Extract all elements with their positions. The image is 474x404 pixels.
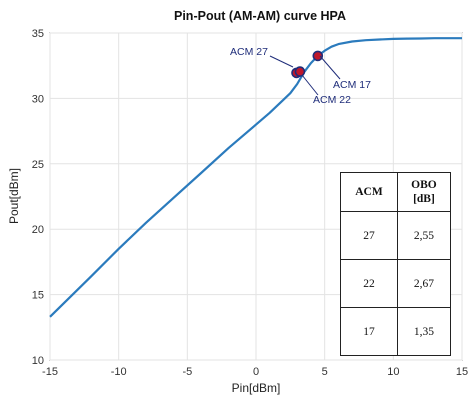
cell-acm: 17: [340, 307, 398, 356]
y-tick-label: 20: [32, 224, 44, 236]
arrow-acm-22: [301, 74, 319, 96]
header-acm: ACM: [340, 172, 398, 212]
header-obo-line1: OBO: [411, 179, 437, 191]
x-tick-label: -10: [111, 366, 127, 378]
y-tick-label: 25: [32, 159, 44, 171]
table-header-row: ACM OBO [dB]: [340, 172, 452, 212]
cell-obo: 1,35: [396, 307, 452, 356]
y-tick-label: 35: [32, 28, 44, 40]
y-axis-label: Pout[dBm]: [7, 168, 21, 224]
annotation-acm-27: ACM 27: [230, 46, 268, 58]
x-tick-label: 15: [456, 366, 468, 378]
annotation-acm-17: ACM 17: [333, 79, 371, 91]
tick-labels: -15 -10 -5 0 5 10 15 10 15 20 25 30 35: [32, 28, 468, 378]
x-tick-label: 5: [322, 366, 328, 378]
cell-obo: 2,55: [396, 211, 452, 260]
x-tick-label: -5: [182, 366, 192, 378]
x-axis-label: Pin[dBm]: [232, 381, 281, 395]
obo-table: ACM OBO [dB] 27 2,55 22 2,67 17 1,35: [340, 172, 452, 356]
y-tick-label: 15: [32, 290, 44, 302]
acm-marker: [312, 50, 324, 62]
chart-title: Pin-Pout (AM-AM) curve HPA: [174, 9, 346, 23]
x-tick-label: 10: [387, 366, 399, 378]
table-row: 17 1,35: [340, 307, 452, 356]
table-row: 22 2,67: [340, 259, 452, 308]
grid: [49, 32, 463, 361]
arrow-acm-27: [269, 55, 294, 68]
cell-acm: 27: [340, 211, 398, 260]
x-tick-label: 0: [253, 366, 259, 378]
data-series: [49, 37, 462, 318]
header-obo-line2: [dB]: [413, 193, 435, 205]
header-obo: OBO [dB]: [396, 172, 452, 212]
cell-obo: 2,67: [396, 259, 452, 308]
cell-acm: 22: [340, 259, 398, 308]
y-tick-label: 30: [32, 93, 44, 105]
arrow-acm-17: [319, 55, 341, 80]
acm-markers: [291, 50, 324, 79]
annotation-acm-22: ACM 22: [313, 94, 351, 106]
x-tick-label: -15: [42, 366, 58, 378]
acm-marker: [294, 66, 306, 77]
y-tick-label: 10: [32, 355, 44, 367]
am-am-curve: [49, 37, 462, 318]
table-row: 27 2,55: [340, 211, 452, 260]
